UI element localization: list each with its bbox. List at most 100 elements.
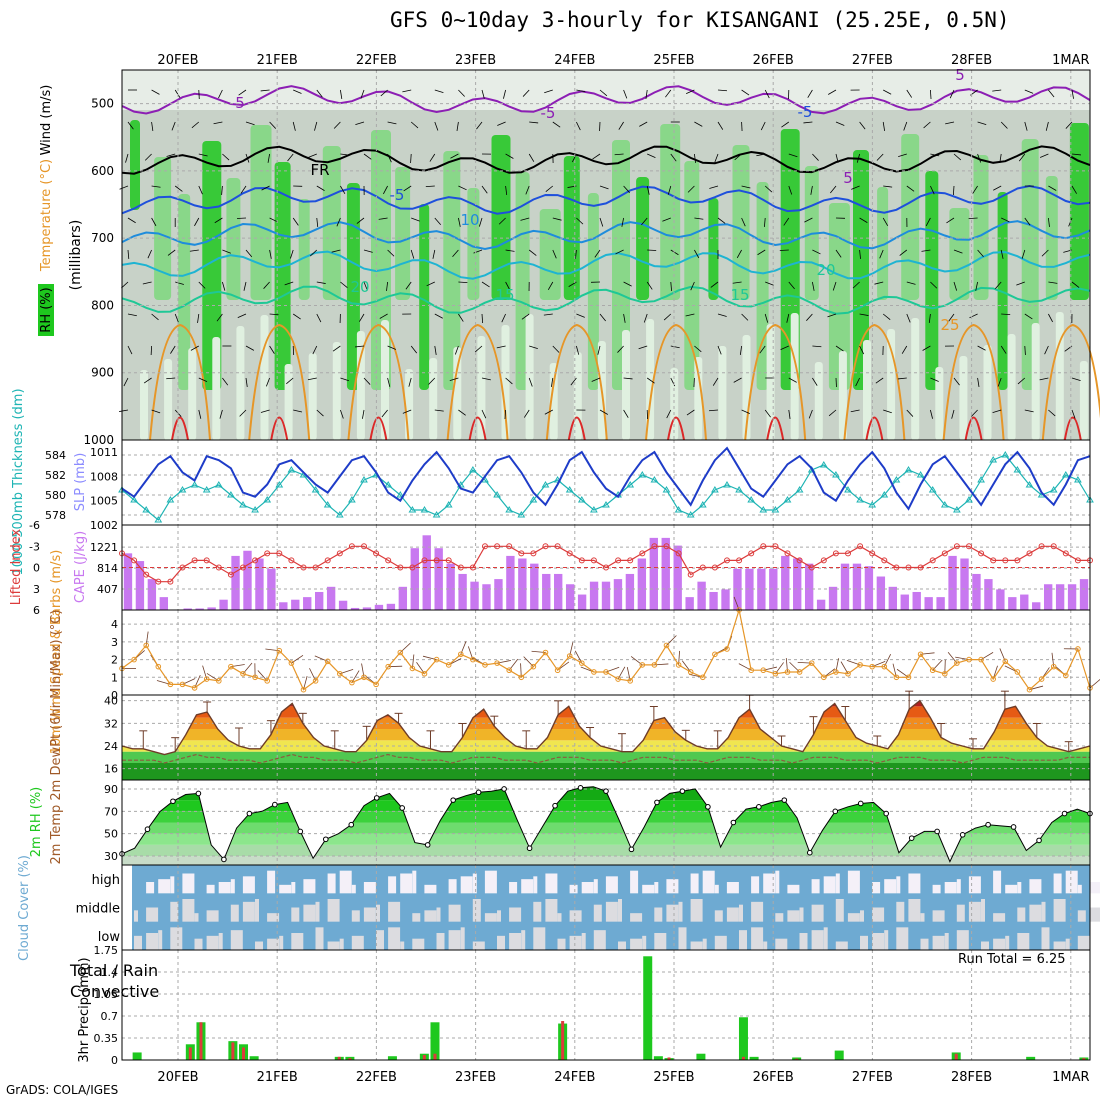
cloud-gap [763,873,776,894]
cloud-gap [303,904,316,922]
top-day-label: 20FEB [157,53,198,68]
cloud-gap [678,927,687,950]
wind-barb [623,409,629,418]
lifted-index-point [348,543,355,550]
wind-speed-point [312,678,319,684]
rh-point [985,821,991,828]
wind-barb [1071,89,1074,99]
wind-barb [951,409,955,419]
wind-barb [599,313,606,322]
bottom-day-label: 23FEB [455,1070,496,1085]
cloud-gap [242,901,255,922]
wind-barb [759,345,766,354]
wind-barb [449,377,459,382]
wind-barb [1039,153,1049,158]
contour-label: 5 [955,66,965,84]
precip-total-bar [1026,1056,1036,1060]
wind-barb [992,409,1002,414]
thickness-point [892,476,901,483]
wind-barb [151,121,154,131]
rh-dry-patch [863,340,871,440]
cloud-gap [388,876,397,894]
pressure-tick-label: 1000 [83,433,114,447]
cloud-gap [690,941,703,950]
wind-barb [883,409,892,414]
cloud-gap [484,913,497,922]
wind-speed-point [228,663,234,670]
wind-speed-point [167,681,174,688]
wind-speed-point [1002,658,1009,665]
cloud-gap [388,901,401,922]
thickness-point [638,471,647,478]
wind-speed-point [639,662,646,668]
thickness-point [819,461,828,468]
lifted-index-point [832,550,839,557]
precip-convective-bar [199,1022,203,1060]
thickness-point [469,466,477,473]
wind-barb [316,281,326,284]
cape-bar [231,555,240,610]
cloud-gap [255,899,259,922]
cloud-gap [593,879,598,894]
thickness-point [384,481,393,488]
wind-barb [923,121,931,129]
cloud-gap [497,910,501,922]
precip-total-bar [132,1052,142,1060]
wind-barb [1000,345,1007,354]
wind-barb [1071,153,1081,156]
wind-barb [930,281,938,289]
cloud-gap [581,933,586,950]
thickness-point [1013,466,1022,473]
wind-barb [521,313,530,320]
wind-speed-point [869,663,876,670]
wind-barb [780,345,789,351]
cloud-gap [545,873,558,894]
wind-barb [481,281,490,288]
lifted-index-point [675,550,682,557]
wind-barb [859,313,869,316]
cloud-gap [315,927,324,950]
wind-barb [151,89,160,95]
wind-barb [686,89,695,95]
rh-plume [612,140,630,390]
wind-barb [356,217,365,224]
rh-band [122,788,1090,801]
cape-bar [183,608,192,610]
thickness-point [517,511,526,518]
cloud-gap [230,904,239,922]
cloud-gap [484,870,497,894]
rh-plume [708,198,719,300]
cape-bar [733,568,742,610]
cloud-gap [981,899,985,922]
cloud-gap [218,882,231,894]
cape-bar [1055,584,1065,610]
lifted-index-point [155,578,162,585]
cloud-gap [472,899,481,922]
wind-barb [194,217,200,227]
wind-barb [971,409,978,417]
lifted-index-line [121,545,1090,583]
wind-barb [993,185,1002,191]
cloud-gap [134,935,142,950]
lifted-index-point [227,571,234,578]
cloud-gap [944,882,957,894]
thickness-point [1074,476,1082,483]
wind-speed-point [554,667,561,674]
wind-barb [968,217,978,220]
wind-speed-point [216,678,222,684]
wind-barb [906,89,913,98]
wind-barb [670,281,672,292]
rh-point [221,856,227,863]
cloud-gap [400,873,413,894]
precip-tick-label: 0 [111,1054,118,1067]
wind-speed-point [1014,669,1021,675]
thickness-point [989,456,998,463]
wind-barb [432,249,436,259]
wind-barb [408,377,412,387]
rh-plume [828,203,850,390]
wind-barb [615,249,624,255]
cloud-gap [182,899,195,922]
precip-convective-bar [337,1056,341,1060]
slp-line [121,446,1091,511]
wind-barb [739,345,742,355]
